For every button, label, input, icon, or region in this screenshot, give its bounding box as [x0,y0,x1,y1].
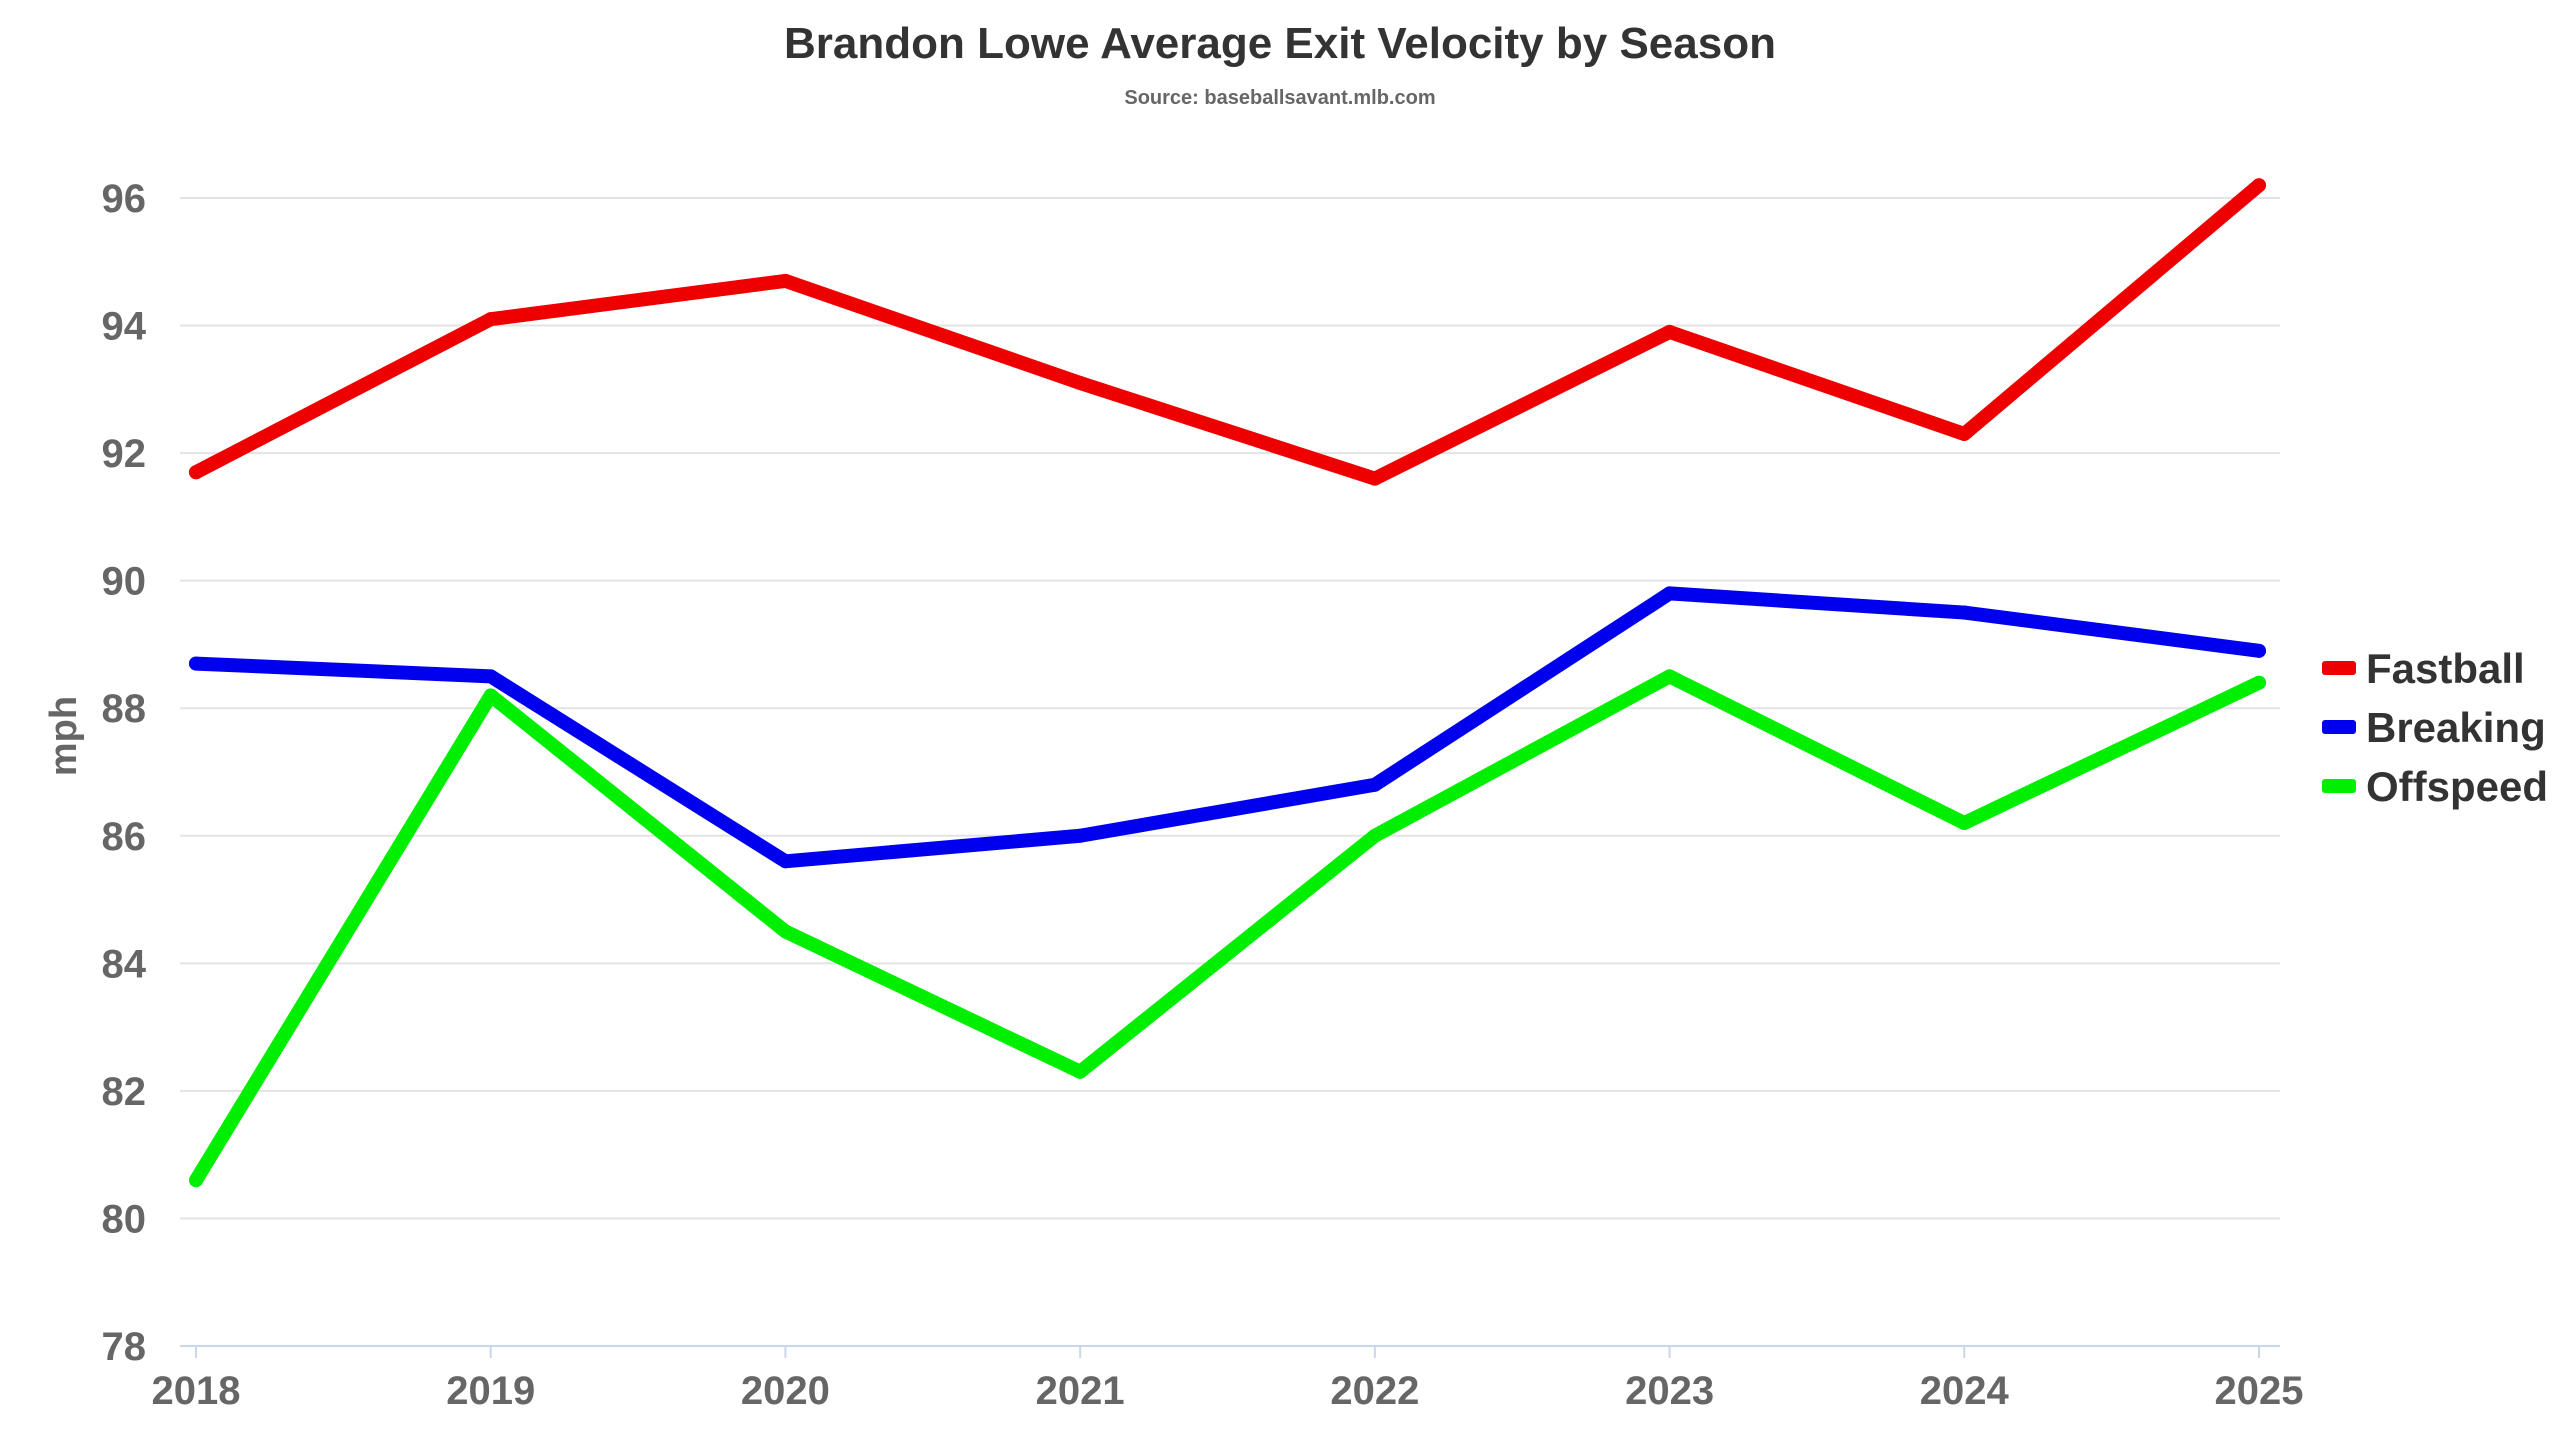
data-point-breaking[interactable] [1367,777,1382,792]
data-point-breaking[interactable] [189,656,203,671]
legend-label: Fastball [2366,645,2525,692]
data-point-offspeed[interactable] [1957,816,1972,831]
y-tick-label: 96 [102,177,147,221]
data-point-offspeed[interactable] [483,688,498,703]
legend-swatch [2322,779,2356,793]
series-lines [189,178,2266,1188]
y-tick-label: 78 [102,1325,147,1369]
data-point-breaking[interactable] [778,854,793,869]
data-point-offspeed[interactable] [2252,675,2266,690]
data-point-offspeed[interactable] [1073,1064,1088,1079]
y-axis-ticks: 78 80 82 84 86 88 90 92 94 96 [102,177,147,1369]
data-point-fastball[interactable] [1073,375,1088,390]
y-tick-label: 84 [102,942,147,986]
y-tick-label: 92 [102,432,147,476]
x-tick-label: 2022 [1330,1369,1419,1413]
data-point-breaking[interactable] [1073,828,1088,843]
y-tick-label: 94 [102,305,147,349]
y-tick-label: 82 [102,1070,147,1114]
data-point-fastball[interactable] [2252,178,2266,193]
chart-subtitle: Source: baseballsavant.mlb.com [1124,87,1435,109]
data-point-offspeed[interactable] [1367,828,1382,843]
legend-item-breaking[interactable]: Breaking [2322,704,2546,751]
x-tick-label: 2023 [1625,1369,1714,1413]
legend-label: Offspeed [2366,763,2548,810]
x-tick-label: 2018 [152,1369,241,1413]
x-tick-label: 2025 [2215,1369,2304,1413]
legend-swatch [2322,661,2356,675]
legend-item-offspeed[interactable]: Offspeed [2322,763,2548,810]
y-tick-label: 90 [102,560,147,604]
legend-swatch [2322,720,2356,734]
data-point-fastball[interactable] [1662,324,1677,339]
data-point-breaking[interactable] [1662,586,1677,601]
data-point-fastball[interactable] [189,465,203,480]
y-tick-label: 88 [102,687,147,731]
y-tick-label: 80 [102,1197,147,1241]
x-tick-label: 2020 [741,1369,830,1413]
y-tick-label: 86 [102,815,147,859]
series-line-offspeed[interactable] [189,669,2266,1188]
legend-item-fastball[interactable]: Fastball [2322,645,2525,692]
data-point-offspeed[interactable] [189,1173,203,1188]
series-line-fastball[interactable] [189,178,2266,486]
data-point-breaking[interactable] [2252,643,2266,658]
x-tick-label: 2024 [1920,1369,2010,1413]
data-point-fastball[interactable] [1957,426,1972,441]
gridlines [180,197,2280,1220]
data-point-offspeed[interactable] [1662,669,1677,684]
data-point-breaking[interactable] [1957,605,1972,620]
data-point-breaking[interactable] [483,669,498,684]
data-point-fastball[interactable] [778,273,793,288]
data-point-fastball[interactable] [483,312,498,327]
data-point-fastball[interactable] [1367,471,1382,486]
data-point-offspeed[interactable] [778,924,793,939]
x-tick-label: 2021 [1036,1369,1125,1413]
chart-title: Brandon Lowe Average Exit Velocity by Se… [784,19,1776,68]
legend-label: Breaking [2366,704,2546,751]
x-axis: 2018 2019 2020 2021 2022 2023 2024 2025 [152,1345,2304,1413]
y-axis-label: mph [43,696,85,776]
x-tick-label: 2019 [446,1369,535,1413]
legend[interactable]: Fastball Breaking Offspeed [2322,645,2548,810]
series-line-breaking[interactable] [189,586,2266,869]
